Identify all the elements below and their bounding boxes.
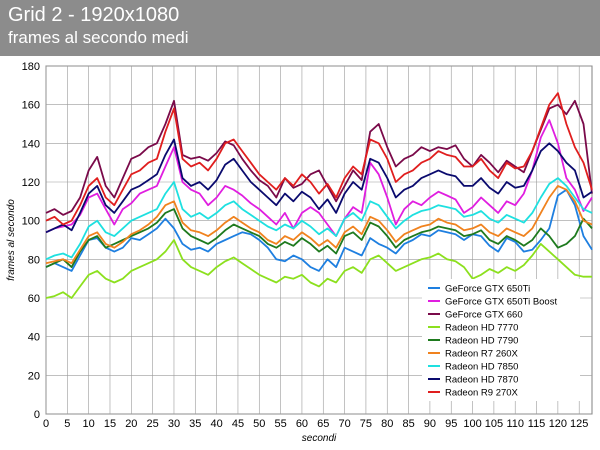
x-tick-label: 30 [168, 418, 180, 430]
series-line-radeon-hd-7870 [45, 138, 593, 234]
y-tick-label: 100 [22, 216, 40, 228]
x-tick-label: 85 [402, 418, 414, 430]
y-tick-label: 160 [22, 100, 40, 112]
y-tick-label: 120 [22, 177, 40, 189]
series-line-radeon-r9-270x [45, 92, 593, 226]
x-tick-label: 0 [43, 418, 49, 430]
legend-label: GeForce GTX 650Ti [445, 284, 530, 295]
x-tick-label: 20 [125, 418, 137, 430]
series-line-radeon-hd-7790 [45, 208, 593, 269]
x-tick-label: 15 [104, 418, 116, 430]
x-tick-label: 60 [296, 418, 308, 430]
x-tick-label: 125 [570, 418, 588, 430]
chart-title: Grid 2 - 1920x1080 [8, 4, 180, 26]
y-tick-label: 60 [28, 293, 40, 305]
legend-label: Radeon HD 7790 [445, 336, 518, 347]
series-line-radeon-hd-7850 [45, 177, 593, 261]
x-tick-label: 70 [338, 418, 350, 430]
x-tick-label: 45 [232, 418, 244, 430]
x-axis-title: secondi [302, 433, 337, 444]
y-axis-title: frames al secondo [6, 199, 17, 281]
chart-subtitle: frames al secondo medi [8, 28, 189, 47]
x-tick-label: 65 [317, 418, 329, 430]
x-tick-label: 80 [381, 418, 393, 430]
y-tick-label: 80 [28, 254, 40, 266]
y-axis-ticks: 0 20 40 60 80 100 120 140 160 180 [22, 61, 40, 421]
x-tick-label: 50 [253, 418, 265, 430]
x-tick-label: 40 [211, 418, 223, 430]
series-line-radeon-hd-7770 [45, 239, 592, 299]
x-tick-label: 5 [64, 418, 70, 430]
legend-label: GeForce GTX 660 [445, 310, 523, 321]
y-tick-label: 40 [28, 332, 40, 344]
line-chart: 0 20 40 60 80 100 120 140 160 180 0 5 10 15 20 25 30 35 4… [0, 56, 600, 450]
legend-box [422, 279, 580, 401]
x-tick-label: 105 [485, 418, 503, 430]
series-lines [45, 92, 593, 299]
x-tick-label: 115 [528, 418, 546, 430]
series-line-geforce-gtx-660 [45, 99, 593, 216]
x-tick-label: 100 [463, 418, 481, 430]
x-tick-label: 25 [147, 418, 159, 430]
y-tick-label: 180 [22, 61, 40, 73]
chart-header: Grid 2 - 1920x1080 frames al secondo med… [0, 0, 600, 56]
x-tick-label: 120 [549, 418, 567, 430]
legend: GeForce GTX 650Ti GeForce GTX 650Ti Boost… [422, 279, 580, 401]
x-tick-label: 55 [274, 418, 286, 430]
x-axis-ticks: 0 5 10 15 20 25 30 35 40 45 50 55 60 65 70 75 80 85 90 95 10… [43, 418, 588, 430]
legend-label: Radeon HD 7870 [445, 375, 518, 386]
legend-label: Radeon R9 270X [445, 388, 519, 399]
x-tick-label: 110 [506, 418, 524, 430]
legend-label: Radeon HD 7850 [445, 362, 518, 373]
x-tick-label: 75 [360, 418, 372, 430]
legend-label: Radeon R7 260X [445, 349, 519, 360]
legend-label: Radeon HD 7770 [445, 323, 518, 334]
x-tick-label: 95 [445, 418, 457, 430]
y-tick-label: 0 [34, 409, 40, 421]
y-tick-label: 140 [22, 138, 40, 150]
x-tick-label: 90 [424, 418, 436, 430]
x-tick-label: 10 [83, 418, 95, 430]
series-line-geforce-gtx-650ti [45, 188, 593, 272]
series-line-radeon-r7-260x [45, 184, 593, 265]
y-tick-label: 20 [28, 370, 40, 382]
x-tick-label: 35 [189, 418, 201, 430]
legend-label: GeForce GTX 650Ti Boost [445, 297, 557, 308]
series-line-geforce-gtx-650ti-boost [45, 119, 593, 238]
